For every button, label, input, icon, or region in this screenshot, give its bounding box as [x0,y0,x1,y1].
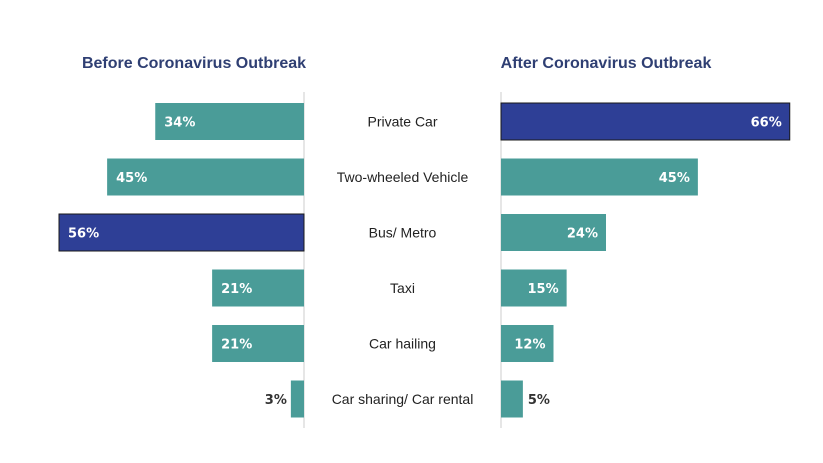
bar-after [500,102,791,141]
bar-before [58,213,305,252]
bar-after [501,325,554,362]
bars-group: Private Car 34% 66% Two-wheeled Vehicle 45% 4… [58,102,791,418]
bar-before [212,269,304,307]
bar-after [501,269,567,307]
bar-before [107,158,304,196]
bar-after [501,214,606,251]
category-label: Car sharing/ Car rental [332,391,474,407]
value-label-before: 21% [221,338,252,353]
value-label-after: 24% [567,227,598,242]
value-label-after: 5% [528,393,550,408]
category-label: Private Car [367,114,437,130]
value-label-before: 45% [116,171,147,186]
value-label-after: 45% [659,171,690,186]
chart-title-after: After Coronavirus Outbreak [501,55,712,72]
chart-title-before: Before Coronavirus Outbreak [82,55,306,72]
value-label-before: 34% [164,116,195,131]
bar-before [155,103,304,140]
bar-after [501,158,698,196]
value-label-after: 66% [751,116,782,131]
bar-before [212,325,304,362]
value-label-before: 3% [265,393,287,408]
value-label-after: 15% [528,282,559,297]
value-label-before: 56% [68,227,99,242]
category-label: Two-wheeled Vehicle [337,169,469,185]
category-label: Car hailing [369,336,436,352]
bar-before [290,380,304,418]
category-label: Taxi [390,280,415,296]
category-label: Bus/ Metro [369,225,437,241]
value-label-after: 12% [514,338,545,353]
bar-after [501,380,523,418]
value-label-before: 21% [221,282,252,297]
